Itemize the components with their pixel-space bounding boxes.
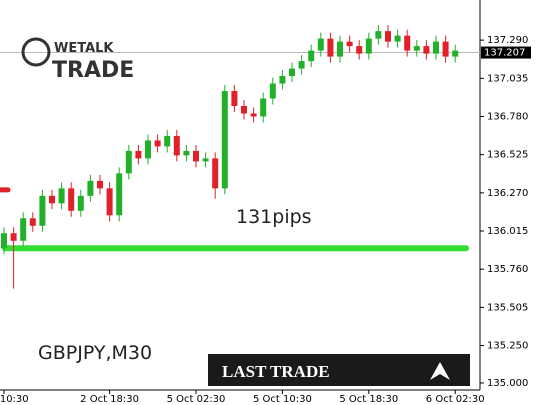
x-tick-label: 5 Oct 10:30: [253, 394, 312, 405]
candle-body: [385, 31, 391, 42]
banner-icon: [430, 362, 450, 380]
logo-top: WETALK: [54, 41, 114, 56]
candle-body: [327, 38, 334, 57]
current-price-label: 137.207: [484, 48, 525, 59]
candle-body: [442, 41, 449, 57]
candle-body: [173, 135, 180, 156]
candle-body: [317, 38, 324, 51]
y-tick-label: 135.760: [487, 264, 528, 275]
candle-body: [423, 46, 430, 54]
candle-body: [356, 46, 363, 54]
logo: WETALK TRADE: [21, 37, 134, 83]
candle-body: [116, 173, 123, 216]
candle-body: [452, 50, 459, 57]
candle-body: [77, 195, 84, 211]
candle-body: [97, 180, 103, 189]
x-tick-label: 5 Oct 02:30: [167, 394, 226, 405]
banner-text: LAST TRADE: [222, 362, 330, 381]
x-tick-label: 6 Oct 02:30: [426, 394, 485, 405]
y-tick-label: 135.505: [487, 302, 528, 313]
candle-body: [193, 150, 199, 162]
candle-body: [231, 91, 238, 106]
x-tick-label: 5 Oct 18:30: [339, 394, 398, 405]
y-tick-label: 136.270: [487, 188, 528, 199]
candle-body: [87, 180, 94, 196]
candle-body: [250, 113, 257, 117]
candle-body: [20, 218, 27, 241]
candle-body: [269, 83, 276, 99]
candle-body: [49, 195, 55, 204]
x-tick-label: Oct 10:30: [0, 394, 29, 405]
candle-body: [39, 195, 46, 226]
y-tick-label: 135.000: [487, 378, 528, 389]
candle-body: [221, 91, 228, 189]
y-tick-label: 137.290: [487, 35, 528, 46]
candle-body: [154, 140, 161, 147]
x-tick-label: 2 Oct 18:30: [80, 394, 139, 405]
candle-body: [202, 158, 209, 162]
candle-body: [375, 31, 382, 39]
candle-body: [212, 158, 219, 189]
candle-body: [394, 35, 401, 42]
candle-body: [68, 188, 75, 211]
candle-body: [404, 35, 411, 51]
candle-body: [183, 150, 190, 156]
candle-body: [365, 38, 372, 54]
candle-body: [29, 218, 36, 226]
y-tick-label: 136.015: [487, 226, 528, 237]
banner-box: [208, 354, 470, 386]
candle-body: [106, 188, 113, 216]
candle-body: [135, 150, 142, 159]
candle-body: [346, 41, 353, 47]
candle-body: [433, 41, 439, 54]
y-tick-label: 136.780: [487, 111, 528, 122]
candle-body: [308, 50, 315, 62]
y-tick-label: 137.035: [487, 73, 528, 84]
candle-body: [125, 150, 132, 174]
candle-body: [260, 98, 267, 117]
symbol-label: GBPJPY,M30: [38, 342, 152, 364]
candle-body: [241, 105, 247, 114]
candle-body: [10, 233, 17, 241]
candle-body: [298, 61, 305, 69]
current-price-box: [481, 46, 531, 59]
y-tick-label: 135.250: [487, 341, 528, 352]
annotation: 131pips: [236, 206, 312, 228]
logo-bottom: TRADE: [52, 58, 134, 83]
candle-body: [1, 233, 7, 249]
candle-body: [289, 68, 295, 77]
y-tick-label: 136.525: [487, 150, 528, 161]
candle-body: [413, 46, 420, 51]
logo-icon: [21, 37, 51, 67]
candle-body: [337, 41, 343, 57]
candle-body: [145, 140, 151, 159]
candle-body: [58, 188, 65, 204]
candle-body: [164, 135, 171, 147]
candle-body: [279, 76, 286, 84]
